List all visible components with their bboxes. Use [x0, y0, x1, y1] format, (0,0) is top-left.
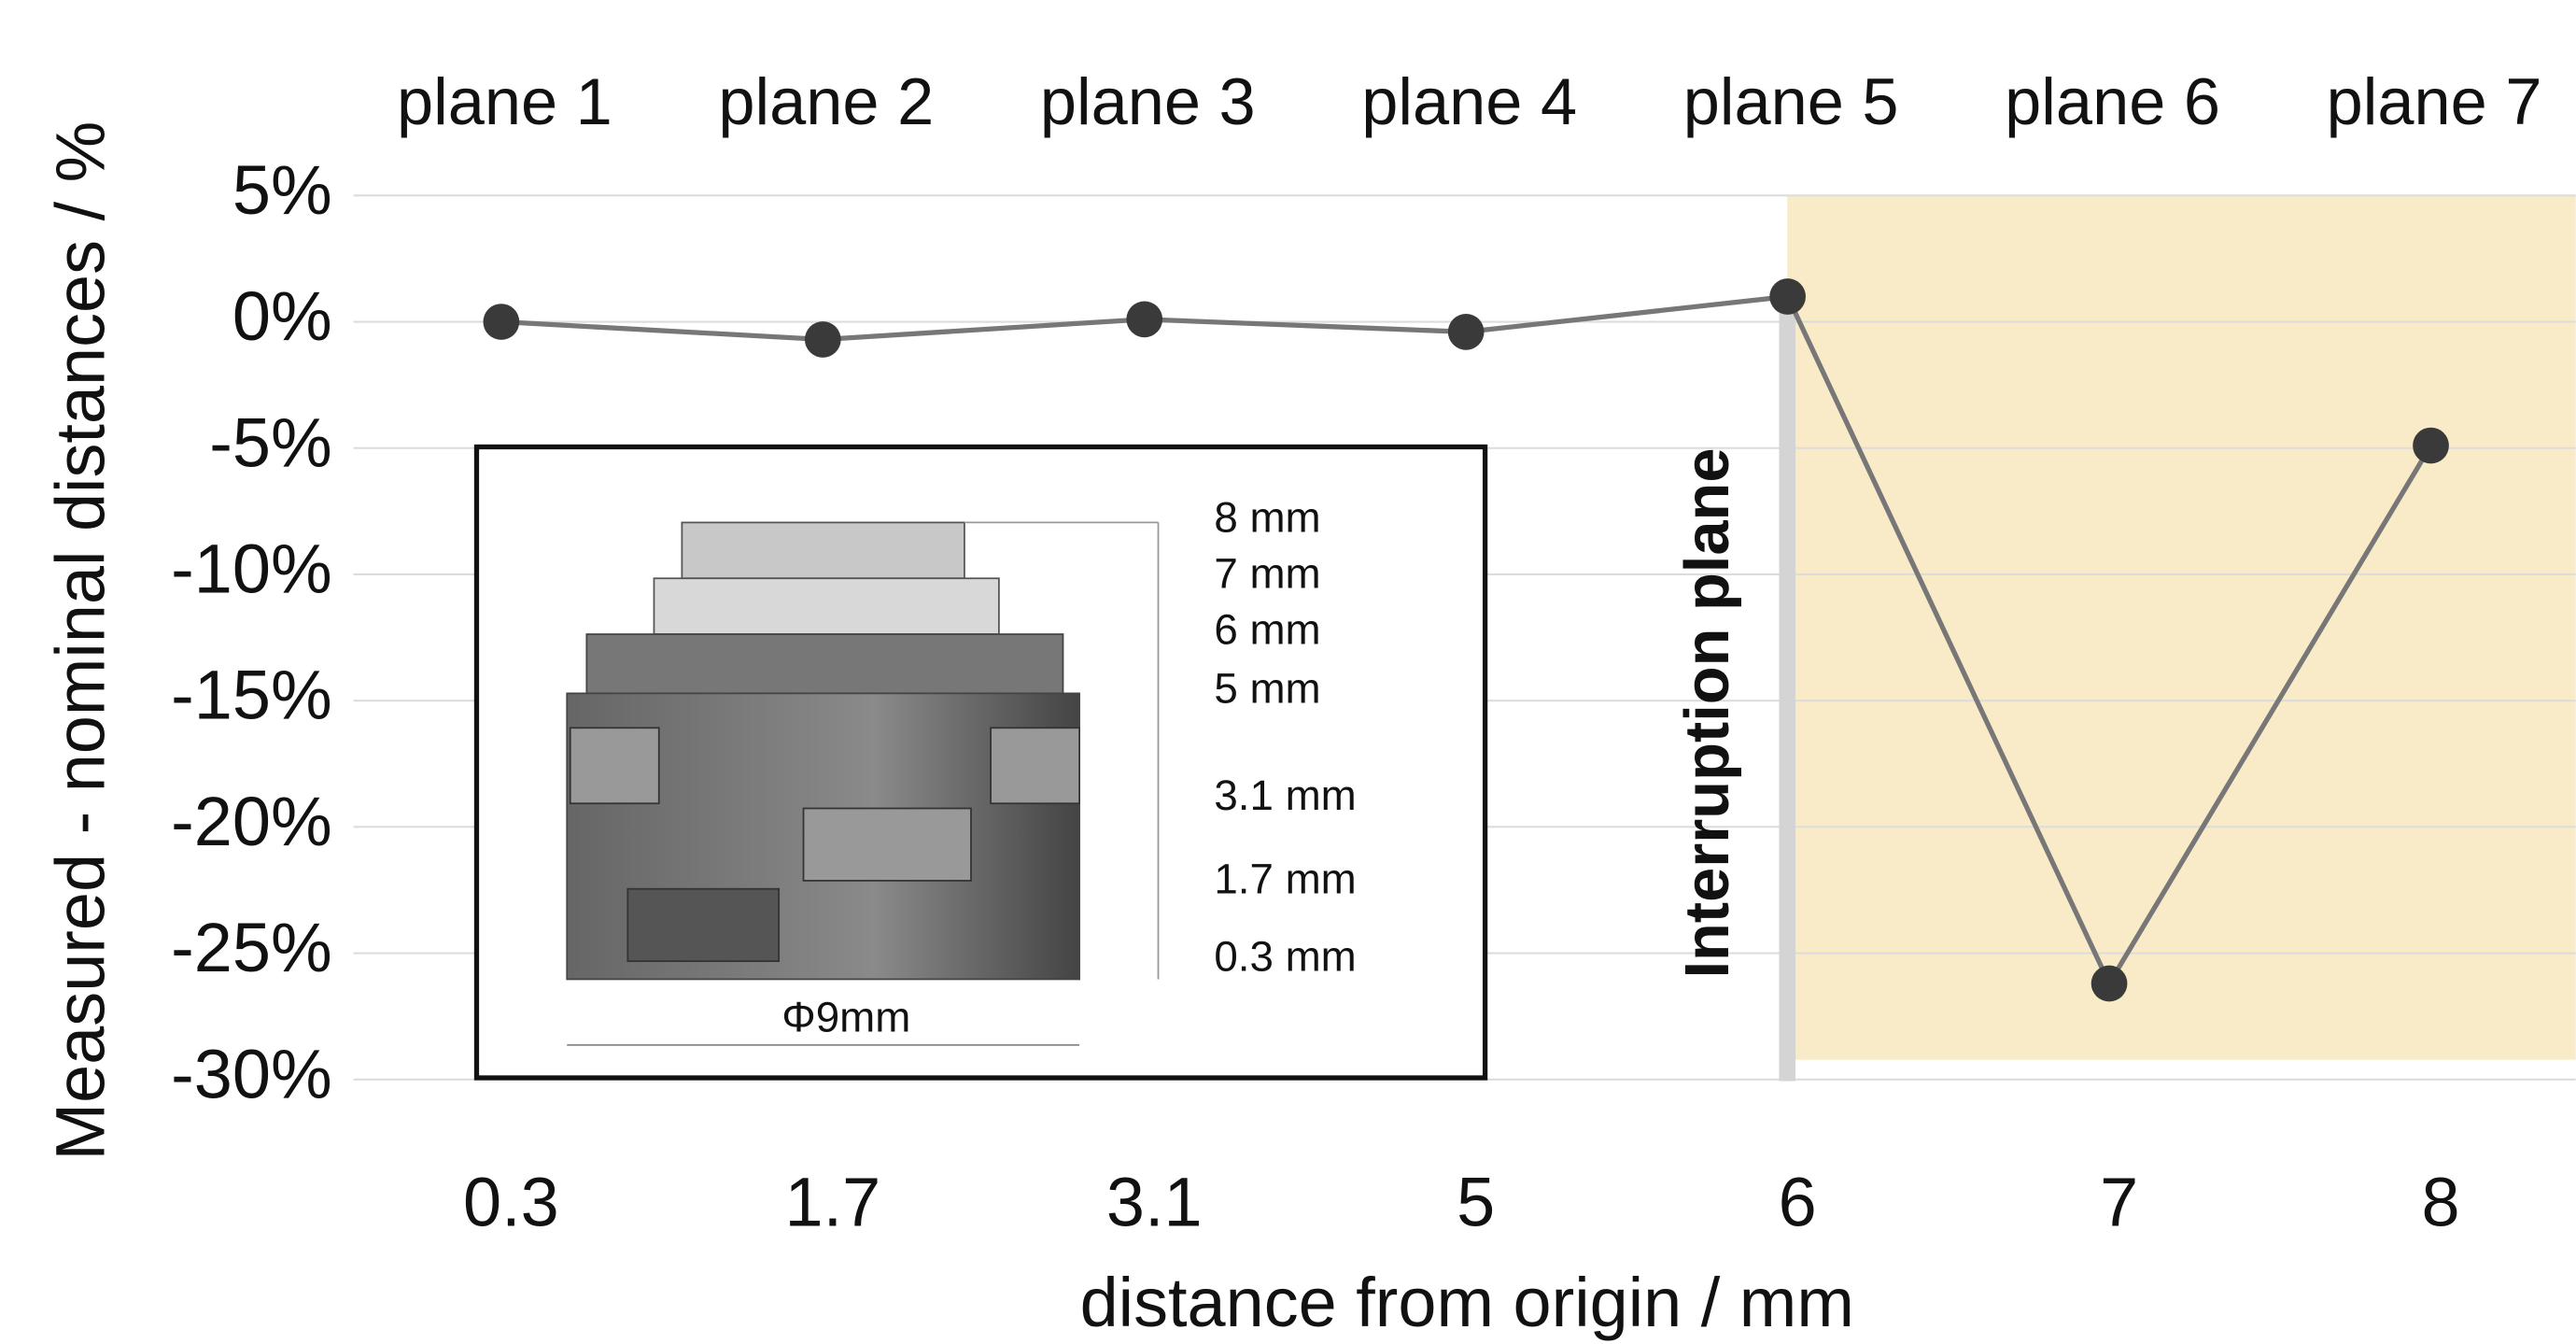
y-tick-label: -30% [171, 1035, 331, 1112]
inset: 8 mm 7 mm 6 mm 5 mm 3.1 mm 1.7 mm 0.3 mm Φ9mm [476, 446, 1485, 1078]
plane-label: plane 7 [2327, 64, 2542, 138]
inset-label: 8 mm [1214, 494, 1320, 542]
x-tick-label: 6 [1779, 1164, 1817, 1241]
x-tick-label: 3.1 [1106, 1164, 1203, 1241]
y-tick-label: 0% [232, 277, 332, 355]
point [805, 321, 841, 358]
plane-label: plane 3 [1040, 64, 1256, 138]
inset-shape [991, 728, 1079, 803]
plane-label: plane 1 [397, 64, 612, 138]
x-tick-label: 8 [2422, 1164, 2460, 1241]
interruption-line [1779, 296, 1795, 1082]
inset-shape [570, 728, 659, 803]
y-tick-label: -20% [171, 783, 331, 860]
point [484, 304, 520, 340]
x-tick-label: 5 [1457, 1164, 1495, 1241]
x-tick-label: 7 [2100, 1164, 2138, 1241]
inset-label: 5 mm [1214, 665, 1320, 713]
y-tick-label: -5% [209, 403, 331, 481]
point [2413, 428, 2449, 464]
x-tick-label: 0.3 [463, 1164, 559, 1241]
y-tick-label: -10% [171, 530, 331, 607]
y-tick-label: -15% [171, 657, 331, 734]
y-axis-label: Measured - nominal distances / % [41, 121, 119, 1161]
interruption-region [1787, 195, 2575, 1059]
inset-label: 3.1 mm [1214, 771, 1356, 819]
plane-label: plane 2 [718, 64, 934, 138]
chart: Interruption plane Measured - nominal di… [0, 0, 2576, 1344]
inset-label: 0.3 mm [1214, 932, 1356, 980]
inset-shape [586, 634, 1063, 693]
y-tick-label: -25% [171, 909, 331, 986]
inset-diameter: Φ9mm [781, 994, 910, 1041]
inset-label: 1.7 mm [1214, 856, 1356, 903]
inset-shape [654, 578, 998, 634]
plane-label: plane 6 [2005, 64, 2220, 138]
x-tick-label: 1.7 [785, 1164, 881, 1241]
inset-shape [804, 809, 971, 881]
annotation: Interruption plane [1672, 447, 1742, 978]
inset-label: 7 mm [1214, 550, 1320, 598]
point [2091, 966, 2128, 1002]
y-tick-label: 5% [232, 151, 332, 229]
inset-label: 6 mm [1214, 605, 1320, 653]
inset-shape [682, 522, 964, 578]
point [1126, 301, 1162, 337]
point [1769, 278, 1806, 315]
x-axis-label: distance from origin / mm [1080, 1264, 1854, 1341]
point [1448, 314, 1485, 350]
plane-label: plane 5 [1683, 64, 1899, 138]
plane-label: plane 4 [1361, 64, 1577, 138]
inset-shape [627, 889, 779, 961]
